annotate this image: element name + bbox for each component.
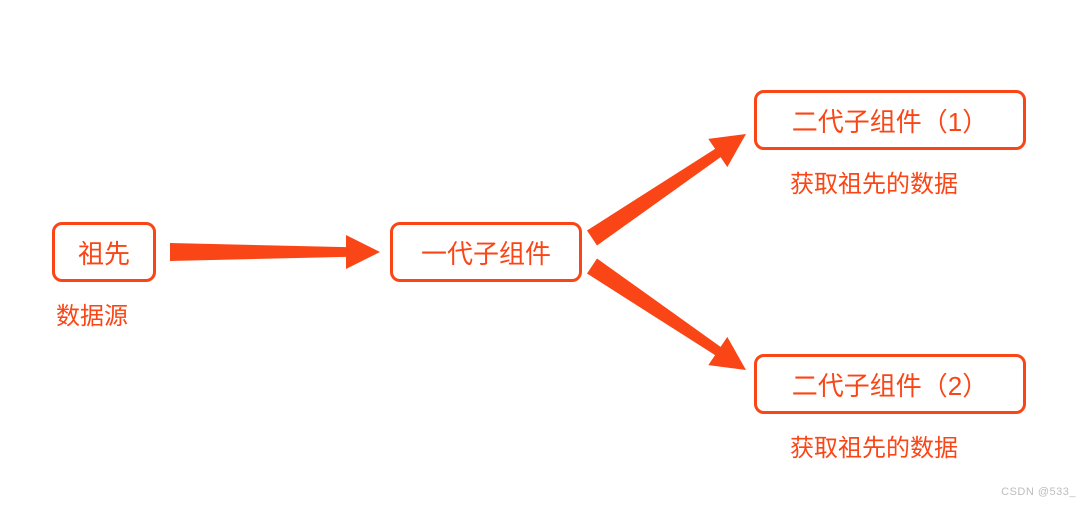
node-ancestor: 祖先 <box>52 222 156 282</box>
node-ancestor-label: 祖先 <box>78 234 130 271</box>
node-gen2b-label: 二代子组件（2） <box>792 366 988 403</box>
arrow <box>587 259 746 371</box>
caption-gen2a: 获取祖先的数据 <box>790 164 958 199</box>
node-gen1-label: 一代子组件 <box>421 234 551 271</box>
node-gen1: 一代子组件 <box>390 222 582 282</box>
node-gen2b: 二代子组件（2） <box>754 354 1026 414</box>
arrow <box>587 134 746 246</box>
node-gen2a: 二代子组件（1） <box>754 90 1026 150</box>
caption-gen2b: 获取祖先的数据 <box>790 428 958 463</box>
watermark: CSDN @533_ <box>1001 486 1076 498</box>
arrow <box>170 235 380 269</box>
caption-ancestor: 数据源 <box>56 296 128 331</box>
component-hierarchy-diagram: 祖先 数据源 一代子组件 二代子组件（1） 获取祖先的数据 二代子组件（2） 获… <box>0 0 1088 506</box>
node-gen2a-label: 二代子组件（1） <box>792 102 988 139</box>
